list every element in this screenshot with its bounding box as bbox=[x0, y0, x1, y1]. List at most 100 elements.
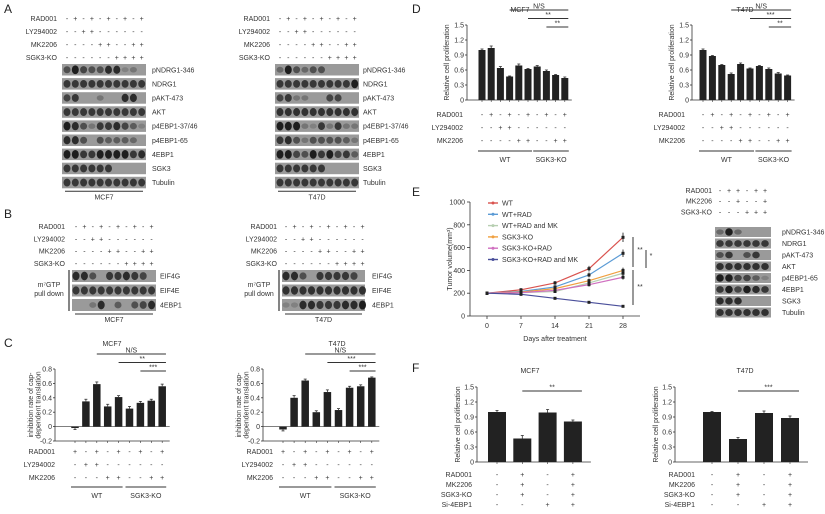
blot-row bbox=[62, 134, 146, 146]
protein-band bbox=[761, 240, 769, 247]
plus-sign: + bbox=[520, 492, 524, 499]
plus-sign: + bbox=[748, 112, 752, 119]
plus-sign: + bbox=[571, 502, 575, 509]
protein-band bbox=[138, 178, 146, 187]
protein-band bbox=[716, 240, 724, 247]
plus-sign: + bbox=[348, 449, 352, 456]
group-label: WT bbox=[500, 157, 512, 164]
blot-membrane bbox=[275, 162, 359, 175]
condition-label: RAD001 bbox=[446, 472, 473, 479]
y-tick-label: 800 bbox=[453, 222, 465, 229]
plus-sign: + bbox=[563, 112, 567, 119]
minus-sign: - bbox=[336, 236, 339, 243]
protein-band bbox=[71, 94, 79, 102]
blot-row bbox=[282, 299, 367, 311]
protein-band bbox=[341, 271, 350, 281]
y-tick-label: 1.5 bbox=[454, 23, 464, 30]
blot-row bbox=[62, 148, 146, 161]
plus-sign: + bbox=[309, 236, 313, 243]
minus-sign: - bbox=[91, 55, 94, 62]
protein-band bbox=[71, 136, 79, 145]
minus-sign: - bbox=[481, 125, 484, 132]
plus-sign: + bbox=[140, 55, 144, 62]
plus-sign: + bbox=[138, 449, 142, 456]
protein-band bbox=[301, 66, 309, 73]
condition-label: SGK3-KO bbox=[239, 55, 271, 62]
protein-band bbox=[121, 108, 129, 116]
protein-band bbox=[113, 122, 121, 131]
minus-sign: - bbox=[786, 125, 789, 132]
protein-band bbox=[334, 79, 342, 88]
blot-membrane bbox=[715, 227, 771, 237]
condition-label: RAD001 bbox=[659, 112, 686, 119]
minus-sign: - bbox=[161, 462, 164, 469]
protein-band bbox=[752, 240, 760, 247]
protein-band bbox=[324, 300, 333, 310]
minus-sign: - bbox=[711, 482, 714, 489]
protein-band bbox=[121, 149, 129, 159]
x-tick-label: 0 bbox=[485, 323, 489, 330]
protein-band bbox=[716, 274, 724, 282]
protein-band bbox=[276, 136, 284, 145]
minus-sign: - bbox=[711, 502, 714, 509]
minus-sign: - bbox=[128, 462, 131, 469]
protein-band bbox=[318, 79, 325, 88]
minus-sign: - bbox=[295, 16, 298, 23]
minus-sign: - bbox=[107, 29, 110, 36]
minus-sign: - bbox=[85, 475, 88, 482]
y-tick-label: 600 bbox=[453, 245, 465, 252]
minus-sign: - bbox=[329, 16, 332, 23]
minus-sign: - bbox=[302, 224, 305, 231]
blot-row bbox=[275, 106, 359, 118]
blot-row bbox=[62, 64, 146, 76]
protein-band bbox=[309, 136, 317, 144]
y-tick-label: 0.8 bbox=[250, 367, 260, 374]
minus-sign: - bbox=[124, 29, 127, 36]
minus-sign: - bbox=[521, 502, 524, 509]
plus-sign: + bbox=[325, 449, 329, 456]
protein-label: Tubulin bbox=[152, 180, 175, 187]
protein-label: pAKT-473 bbox=[152, 95, 183, 102]
data-point bbox=[621, 268, 625, 272]
plus-sign: + bbox=[370, 449, 374, 456]
protein-band bbox=[63, 164, 71, 173]
protein-label: EIF4E bbox=[160, 288, 180, 295]
cell-line-label: T47D bbox=[308, 194, 325, 201]
condition-label: LY294002 bbox=[432, 125, 464, 132]
minus-sign: - bbox=[564, 125, 567, 132]
protein-band bbox=[326, 149, 334, 159]
blot-row bbox=[275, 176, 359, 189]
protein-band bbox=[284, 121, 292, 131]
blot-row bbox=[282, 284, 367, 297]
protein-band bbox=[114, 286, 122, 295]
plus-sign: + bbox=[131, 55, 135, 62]
condition-label: MK2206 bbox=[31, 42, 57, 49]
minus-sign: - bbox=[496, 502, 499, 509]
minus-sign: - bbox=[279, 29, 282, 36]
plus-sign: + bbox=[116, 224, 120, 231]
condition-label: MK2206 bbox=[244, 42, 270, 49]
protein-band bbox=[334, 108, 342, 117]
protein-band bbox=[318, 108, 325, 117]
protein-label: AKT bbox=[152, 110, 166, 117]
minus-sign: - bbox=[348, 475, 351, 482]
cell-line-label: T47D bbox=[315, 317, 332, 324]
protein-band bbox=[752, 285, 760, 294]
cell-line-label: MCF7 bbox=[94, 194, 113, 201]
protein-band bbox=[734, 263, 742, 270]
minus-sign: - bbox=[304, 42, 307, 49]
protein-band bbox=[105, 122, 112, 131]
bar bbox=[488, 412, 506, 462]
protein-band bbox=[351, 151, 359, 158]
plus-sign: + bbox=[544, 112, 548, 119]
protein-band bbox=[284, 164, 292, 173]
significance-label: N/S bbox=[335, 348, 347, 355]
protein-band bbox=[113, 108, 121, 116]
protein-band bbox=[80, 122, 88, 130]
plus-sign: + bbox=[745, 209, 749, 216]
protein-band bbox=[743, 309, 751, 316]
minus-sign: - bbox=[150, 236, 153, 243]
y-tick-label: 0 bbox=[461, 314, 465, 321]
pulldown-label: pull down bbox=[34, 291, 64, 298]
y-tick-label: 0.2 bbox=[42, 410, 52, 417]
